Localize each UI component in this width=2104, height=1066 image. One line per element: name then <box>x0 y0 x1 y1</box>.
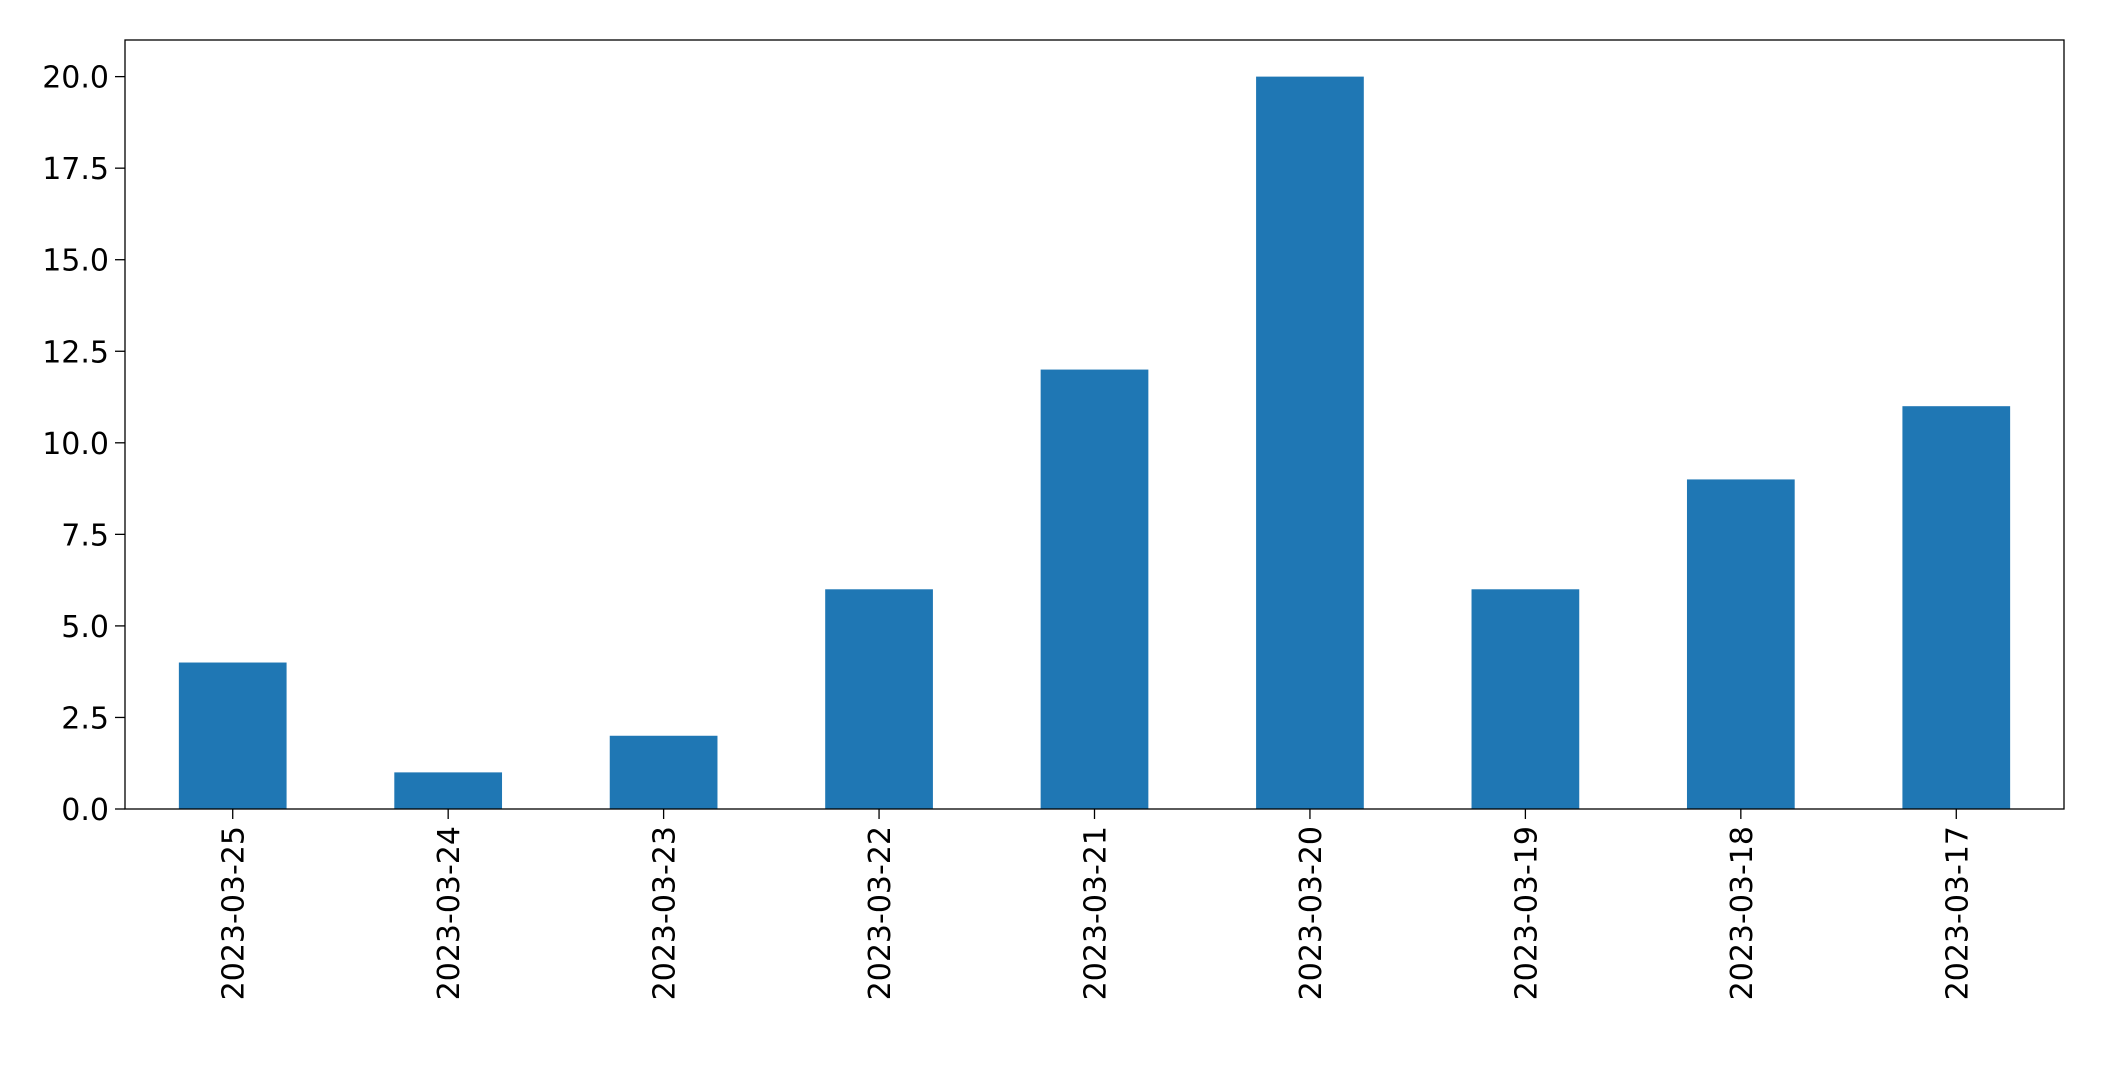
y-tick-label: 7.5 <box>61 518 109 553</box>
x-tick-label: 2023-03-18 <box>1725 826 1760 1000</box>
x-tick-label: 2023-03-20 <box>1294 826 1329 1000</box>
bar <box>609 735 718 809</box>
x-tick-label: 2023-03-17 <box>1940 826 1975 1000</box>
bar <box>1902 406 2011 809</box>
x-tick-label: 2023-03-25 <box>217 826 252 1000</box>
x-tick-label: 2023-03-19 <box>1509 826 1544 1000</box>
bar <box>1256 76 1364 810</box>
y-tick-label: 20.0 <box>42 61 109 96</box>
x-tick-label: 2023-03-24 <box>432 826 467 1000</box>
y-tick-label: 12.5 <box>42 335 109 370</box>
bar <box>394 772 503 809</box>
x-tick-label: 2023-03-22 <box>863 826 898 1000</box>
y-tick-label: 17.5 <box>42 152 109 187</box>
y-tick-label: 10.0 <box>42 427 109 462</box>
bar <box>1471 589 1580 809</box>
x-tick-label: 2023-03-23 <box>648 826 683 1000</box>
plot-frame <box>124 39 2065 810</box>
x-tick-label: 2023-03-21 <box>1079 826 1114 1000</box>
bar <box>1686 479 1795 809</box>
bar <box>178 662 287 809</box>
y-tick-label: 2.5 <box>61 701 109 736</box>
y-tick-label: 5.0 <box>61 610 109 645</box>
bar <box>1040 369 1149 809</box>
bar <box>825 589 933 809</box>
y-tick-label: 0.0 <box>61 793 109 828</box>
y-tick-label: 15.0 <box>42 244 109 279</box>
